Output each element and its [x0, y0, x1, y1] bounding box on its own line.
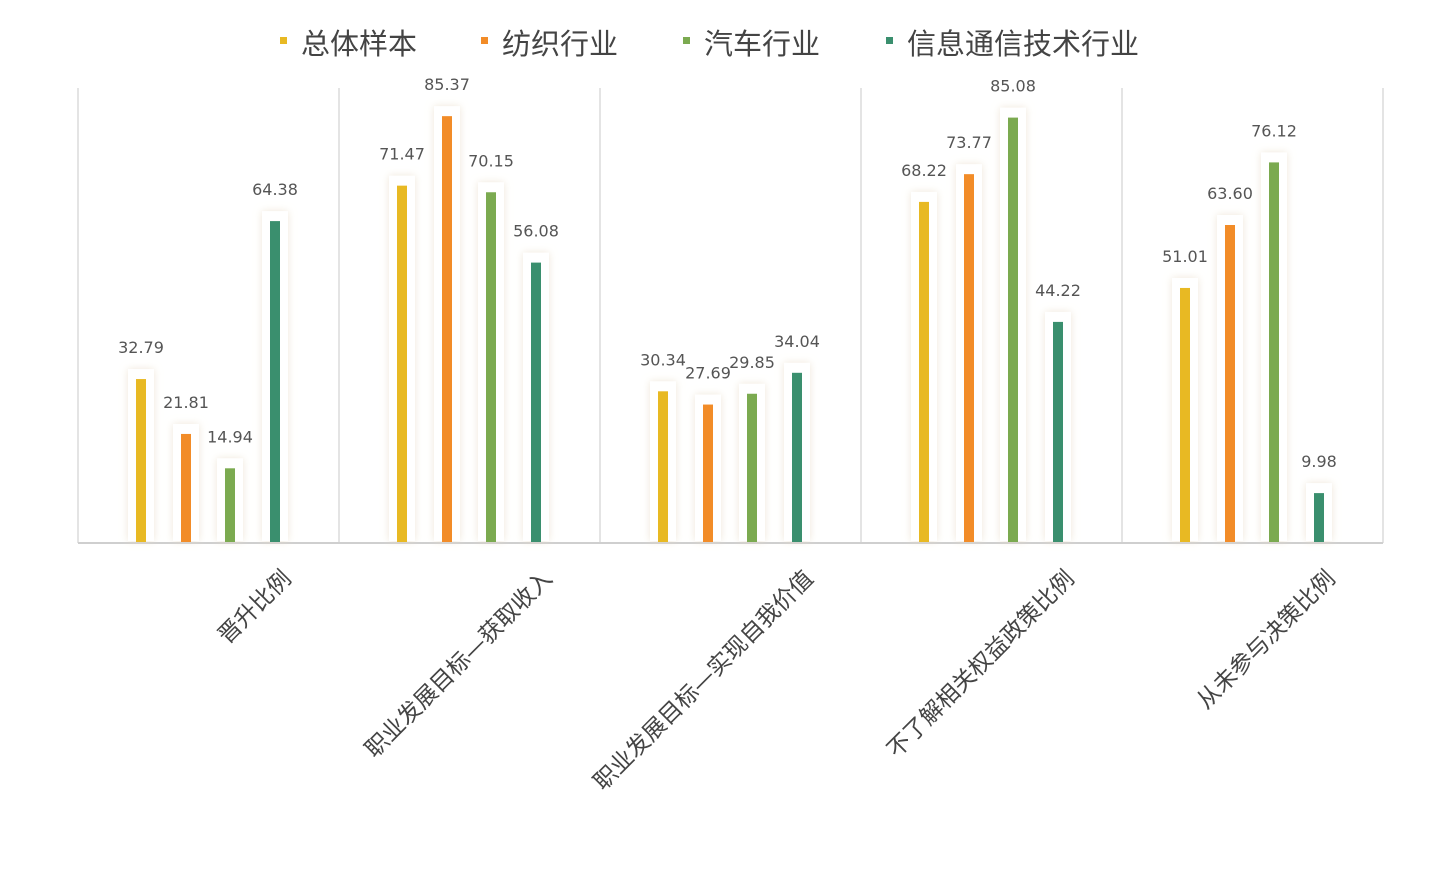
bar	[136, 379, 146, 542]
bar	[486, 192, 496, 542]
bar	[747, 393, 757, 542]
bar	[270, 221, 280, 542]
legend-swatch	[886, 37, 893, 44]
bars: 32.79 21.81 14.94 64.38 71.47 85.37 70.15 56.08…	[118, 75, 1337, 543]
bar	[703, 404, 713, 542]
data-label: 14.94	[207, 427, 253, 446]
data-label: 73.77	[946, 133, 992, 152]
legend-item: 纺织行业	[481, 27, 618, 61]
data-label: 21.81	[163, 393, 209, 412]
data-label: 56.08	[513, 222, 559, 241]
legend-label: 总体样本	[301, 27, 417, 61]
category-label: 职业发展目标—实现自我价值	[589, 566, 819, 796]
data-label: 76.12	[1251, 121, 1297, 140]
bar	[1008, 117, 1018, 542]
data-label: 63.60	[1207, 184, 1253, 203]
category-labels: 晋升比例 职业发展目标—获取收入 职业发展目标—实现自我价值 不了解相关权益政策比例从…	[213, 566, 1340, 796]
category-label: 不了解相关权益政策比例	[882, 566, 1079, 763]
bar	[792, 372, 802, 542]
bar	[1314, 493, 1324, 542]
legend-label: 汽车行业	[704, 27, 820, 61]
bar	[181, 433, 191, 542]
bar	[225, 468, 235, 542]
data-label: 30.34	[640, 350, 686, 369]
bar	[919, 201, 929, 542]
data-label: 68.22	[901, 161, 947, 180]
legend-label: 信息通信技术行业	[907, 27, 1139, 61]
bar	[658, 391, 668, 542]
data-label: 85.08	[990, 77, 1036, 96]
data-label: 71.47	[379, 145, 425, 164]
legend-swatch	[280, 37, 287, 44]
category-label: 从未参与决策比例	[1192, 566, 1340, 714]
data-label: 70.15	[468, 151, 514, 170]
category-label: 职业发展目标—获取收入	[360, 566, 557, 763]
plot-frame	[77, 88, 1384, 544]
bar	[531, 262, 541, 542]
data-label: 29.85	[729, 353, 775, 372]
data-label: 85.37	[424, 75, 470, 94]
bar	[1225, 225, 1235, 542]
bar	[964, 174, 974, 542]
data-label: 34.04	[774, 332, 820, 351]
data-label: 64.38	[252, 180, 298, 199]
data-label: 27.69	[685, 364, 731, 383]
bar	[397, 185, 407, 542]
data-label: 32.79	[118, 338, 164, 357]
legend-item: 汽车行业	[683, 27, 820, 61]
legend-label: 纺织行业	[502, 27, 618, 61]
data-label: 51.01	[1162, 247, 1208, 266]
data-label: 44.22	[1035, 281, 1081, 300]
legend-swatch	[683, 37, 690, 44]
bar	[1269, 162, 1279, 542]
data-label: 9.98	[1301, 452, 1337, 471]
category-label: 晋升比例	[213, 566, 296, 649]
bar	[1180, 287, 1190, 542]
legend: 总体样本 纺织行业 汽车行业 信息通信技术行业	[280, 27, 1139, 61]
bar	[1053, 321, 1063, 542]
bar	[442, 116, 452, 543]
legend-swatch	[481, 37, 488, 44]
legend-item: 信息通信技术行业	[886, 27, 1139, 61]
legend-item: 总体样本	[280, 27, 417, 61]
